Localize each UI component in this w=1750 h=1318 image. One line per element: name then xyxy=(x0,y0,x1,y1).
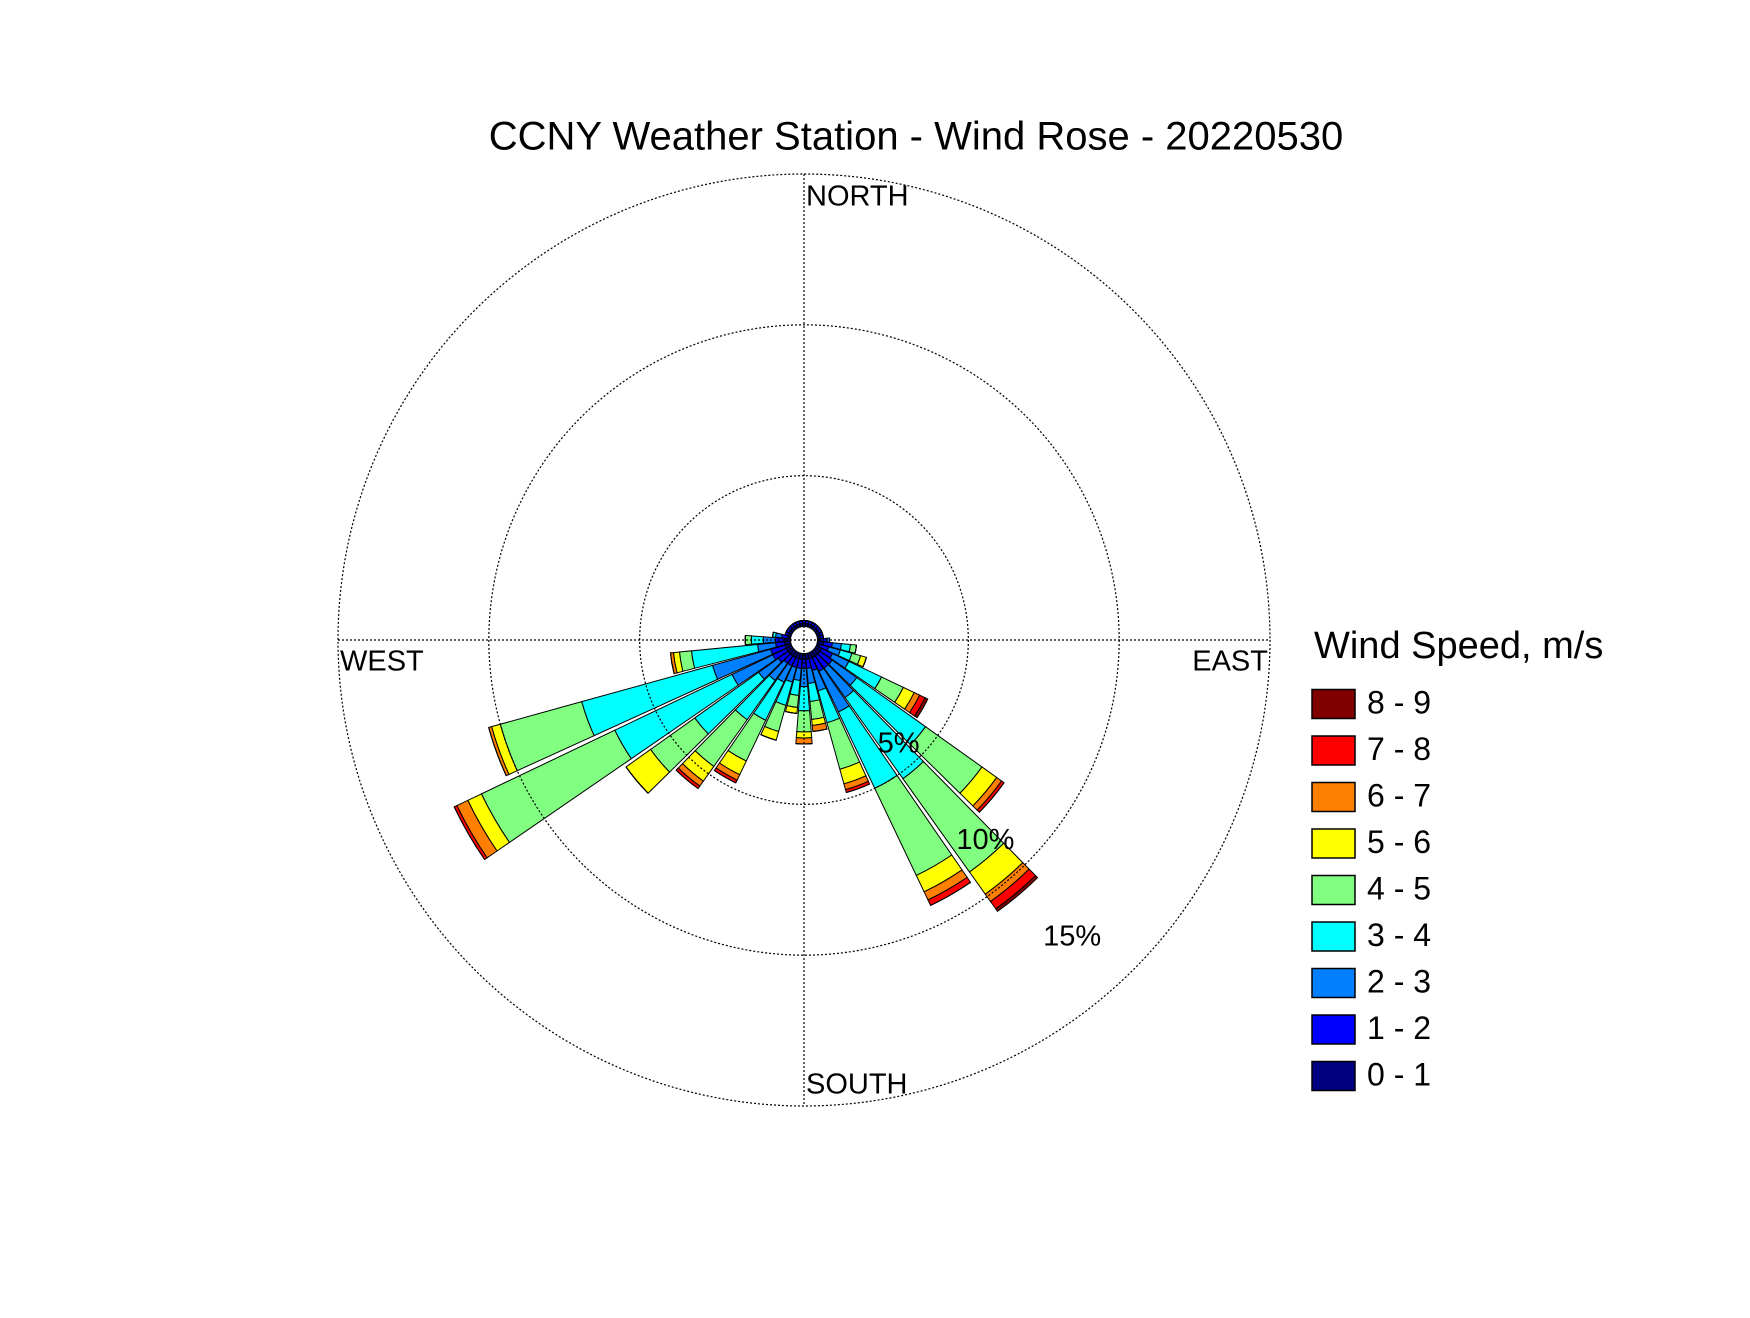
legend-label: 0 - 1 xyxy=(1367,1056,1431,1092)
r-tick-label: 5% xyxy=(878,728,920,760)
legend-label: 7 - 8 xyxy=(1367,731,1431,767)
cardinal-label: WEST xyxy=(340,646,424,678)
legend-label: 6 - 7 xyxy=(1367,777,1431,813)
wind-sector xyxy=(799,621,802,622)
legend-swatch xyxy=(1312,876,1355,905)
chart-title: CCNY Weather Station - Wind Rose - 20220… xyxy=(489,115,1344,159)
cardinal-label: EAST xyxy=(1192,646,1268,678)
legend-swatch xyxy=(1312,1015,1355,1044)
wind-sector xyxy=(823,635,824,638)
legend-label: 1 - 2 xyxy=(1367,1010,1431,1046)
legend-swatch xyxy=(1312,690,1355,719)
legend-label: 3 - 4 xyxy=(1367,917,1431,953)
legend-swatch xyxy=(1312,783,1355,812)
legend-swatch xyxy=(1312,922,1355,951)
wind-sector xyxy=(806,621,809,622)
wind-sector xyxy=(763,637,775,643)
wind-sector xyxy=(751,636,763,644)
legend-label: 2 - 3 xyxy=(1367,963,1431,999)
wind-sector xyxy=(797,711,811,732)
legend-swatch xyxy=(1312,736,1355,765)
legend-label: 4 - 5 xyxy=(1367,870,1431,906)
cardinal-label: NORTH xyxy=(806,181,909,213)
legend-swatch xyxy=(1312,969,1355,998)
legend-label: 8 - 9 xyxy=(1367,684,1431,720)
legend-title: Wind Speed, m/s xyxy=(1314,625,1603,667)
legend-swatch xyxy=(1312,1062,1355,1091)
legend-swatch xyxy=(1312,829,1355,858)
r-tick-label: 15% xyxy=(1043,920,1101,952)
r-tick-label: 10% xyxy=(956,824,1014,856)
cardinal-label: SOUTH xyxy=(806,1069,908,1101)
legend-label: 5 - 6 xyxy=(1367,824,1431,860)
